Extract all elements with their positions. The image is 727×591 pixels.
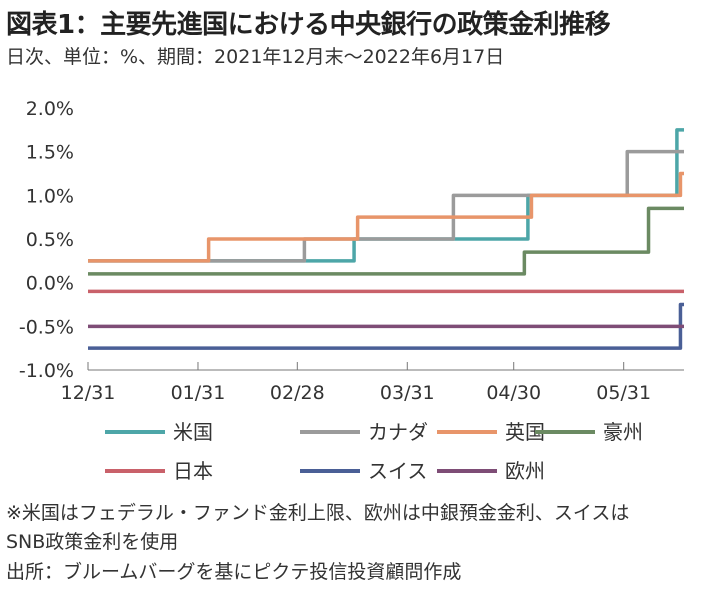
y-tick-label: 0.5% (26, 229, 74, 251)
series-layer (88, 128, 684, 350)
chart-title: 図表1：主要先進国における中央銀行の政策金利推移 (6, 10, 611, 40)
footnote-line-2: SNB政策金利を使用 (6, 531, 179, 553)
source-note: 出所：ブルームバーグを基にピクテ投信投資顧問作成 (6, 561, 462, 583)
legend-label: 日本 (173, 459, 213, 483)
x-axis: 12/31 01/31 02/28 03/31 04/30 05/31 (61, 362, 684, 404)
x-tick-label: 05/31 (596, 382, 651, 404)
policy-rate-chart: 2.0% 1.5% 1.0% 0.5% 0.0% -0.5% -1.0% 12/31 01/3… (19, 98, 684, 483)
y-tick-label: 2.0% (26, 98, 74, 120)
x-tick-label: 01/31 (171, 382, 226, 404)
legend-label: 米国 (173, 420, 213, 444)
x-tick-label: 04/30 (486, 382, 541, 404)
y-tick-label: -0.5% (19, 316, 74, 338)
chart-subtitle: 日次、単位：%、期間：2021年12月末～2022年6月17日 (6, 46, 505, 68)
series-line-2 (88, 171, 684, 263)
x-tick-label: 03/31 (380, 382, 435, 404)
x-tick-label: 02/28 (270, 382, 325, 404)
legend-label: 豪州 (603, 420, 643, 444)
y-tick-label: 0.0% (26, 273, 74, 295)
y-axis: 2.0% 1.5% 1.0% 0.5% 0.0% -0.5% -1.0% (19, 98, 74, 382)
y-tick-label: 1.5% (26, 142, 74, 164)
x-tick-label: 12/31 (61, 382, 116, 404)
legend-label: カナダ (368, 420, 428, 444)
legend-label: スイス (368, 459, 427, 483)
y-tick-label: -1.0% (19, 360, 74, 382)
series-line-1 (88, 149, 684, 263)
series-line-3 (88, 206, 684, 276)
legend-label: 欧州 (505, 459, 545, 483)
y-tick-label: 1.0% (26, 185, 74, 207)
footnote-line-1: ※米国はフェデラル・ファンド金利上限、欧州は中銀預金金利、スイスは (6, 502, 630, 524)
